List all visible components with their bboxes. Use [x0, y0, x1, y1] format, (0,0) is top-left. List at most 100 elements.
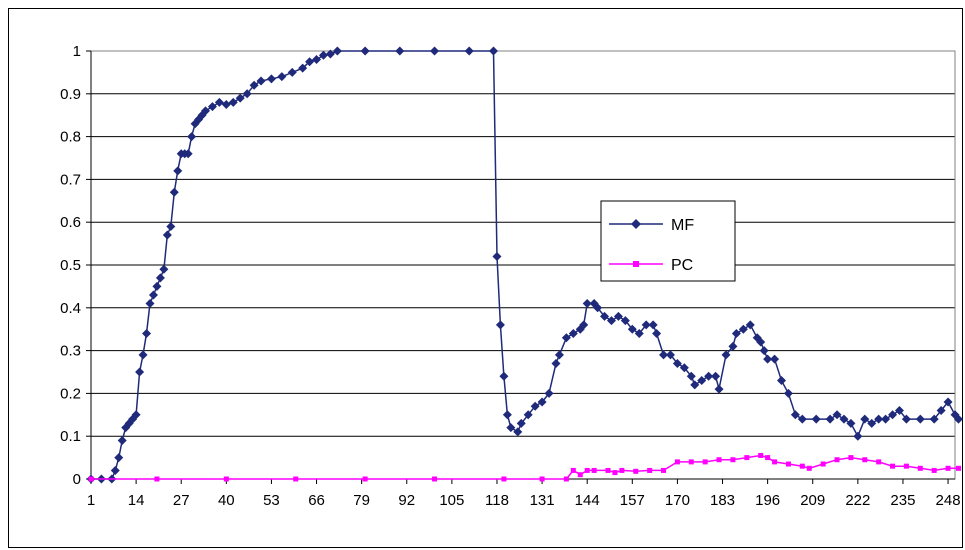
- x-tick-label: 79: [353, 492, 370, 509]
- data-point: [169, 187, 179, 197]
- x-tick-label: 196: [755, 492, 780, 509]
- data-point: [881, 414, 891, 424]
- y-tick-label: 0.4: [60, 300, 81, 317]
- x-tick-label: 53: [263, 492, 280, 509]
- x-tick-label: 248: [936, 492, 961, 509]
- data-point: [825, 414, 835, 424]
- y-tick-label: 0.5: [60, 257, 81, 274]
- data-point: [672, 358, 682, 368]
- data-point: [312, 55, 322, 65]
- y-tick-label: 0: [73, 471, 81, 488]
- data-point: [114, 453, 124, 463]
- y-tick-label: 0.3: [60, 343, 81, 360]
- data-point: [716, 457, 722, 463]
- data-point: [142, 328, 152, 338]
- data-point: [931, 467, 937, 473]
- data-point: [502, 410, 512, 420]
- chart-frame: 0 0.1 0.2 0.3 0.4 0.5 0.6 0.7 0.8 0.9 1 1 14 27 40 53 66…: [8, 8, 963, 548]
- x-tick-label: 92: [398, 492, 415, 509]
- x-tick-label: 118: [485, 492, 509, 509]
- axes: 0 0.1 0.2 0.3 0.4 0.5 0.6 0.7 0.8 0.9 1 1 14 27 40 53 66…: [60, 43, 960, 509]
- data-point: [305, 57, 315, 67]
- data-point: [159, 264, 169, 274]
- data-point: [772, 459, 778, 465]
- legend-box: [600, 200, 736, 282]
- data-point: [579, 320, 589, 330]
- x-tick-label: 209: [800, 492, 825, 509]
- y-tick-label: 0.6: [60, 214, 81, 231]
- data-point: [131, 410, 141, 420]
- data-point: [287, 67, 297, 77]
- x-tick-label: 157: [620, 492, 645, 509]
- data-point: [627, 324, 637, 334]
- data-point: [523, 410, 533, 420]
- data-point: [728, 341, 738, 351]
- y-tick-label: 1: [73, 43, 81, 60]
- data-point: [135, 367, 145, 377]
- data-point: [499, 371, 509, 381]
- data-point: [731, 328, 741, 338]
- data-point: [201, 106, 211, 116]
- data-point: [214, 97, 224, 107]
- data-point: [242, 89, 252, 99]
- data-point: [577, 472, 583, 478]
- data-point: [152, 281, 162, 291]
- legend-label: PC: [671, 257, 693, 274]
- data-point: [679, 363, 689, 373]
- data-point: [544, 388, 554, 398]
- x-tick-label: 27: [173, 492, 190, 509]
- data-point: [138, 350, 148, 360]
- data-point: [155, 273, 165, 283]
- legend-label: MF: [671, 217, 694, 234]
- data-point: [901, 414, 911, 424]
- x-tick-label: 235: [890, 492, 915, 509]
- data-point: [293, 476, 299, 482]
- data-point: [464, 46, 474, 56]
- x-tick-label: 14: [128, 492, 145, 509]
- data-point: [945, 465, 951, 471]
- legend: MF PC: [600, 200, 736, 282]
- series-line-mf: [91, 50, 960, 480]
- data-point: [619, 467, 625, 473]
- data-point: [228, 97, 238, 107]
- data-point: [860, 414, 870, 424]
- data-point: [154, 476, 160, 482]
- legend-marker: [631, 219, 641, 229]
- data-point: [846, 418, 856, 428]
- data-point: [915, 414, 925, 424]
- y-tick-label: 0.1: [60, 428, 81, 445]
- data-point: [235, 93, 245, 103]
- data-point: [745, 320, 755, 330]
- data-point: [221, 100, 231, 109]
- data-point: [332, 46, 342, 56]
- data-point: [702, 459, 708, 465]
- data-point: [166, 221, 176, 231]
- data-point: [223, 476, 229, 482]
- data-point: [641, 320, 651, 330]
- data-point: [888, 410, 898, 420]
- data-point: [929, 414, 939, 424]
- data-point: [690, 380, 700, 390]
- data-point: [325, 49, 335, 59]
- data-point: [890, 463, 896, 469]
- data-point: [806, 465, 812, 471]
- x-tick-label: 66: [308, 492, 325, 509]
- data-point: [249, 80, 259, 90]
- data-point: [759, 346, 769, 356]
- data-point: [360, 46, 370, 56]
- data-point: [797, 414, 807, 424]
- data-point: [513, 427, 523, 437]
- data-point: [834, 457, 840, 463]
- data-point: [570, 467, 576, 473]
- data-point: [652, 328, 662, 338]
- series-line-pc: [91, 454, 959, 480]
- x-tick-label: 183: [710, 492, 735, 509]
- data-point: [955, 465, 961, 471]
- data-point: [537, 397, 547, 407]
- series: [86, 46, 963, 484]
- data-point: [613, 311, 623, 321]
- data-point: [561, 333, 571, 343]
- data-point: [605, 467, 611, 473]
- data-point: [799, 463, 805, 469]
- data-point: [432, 476, 438, 482]
